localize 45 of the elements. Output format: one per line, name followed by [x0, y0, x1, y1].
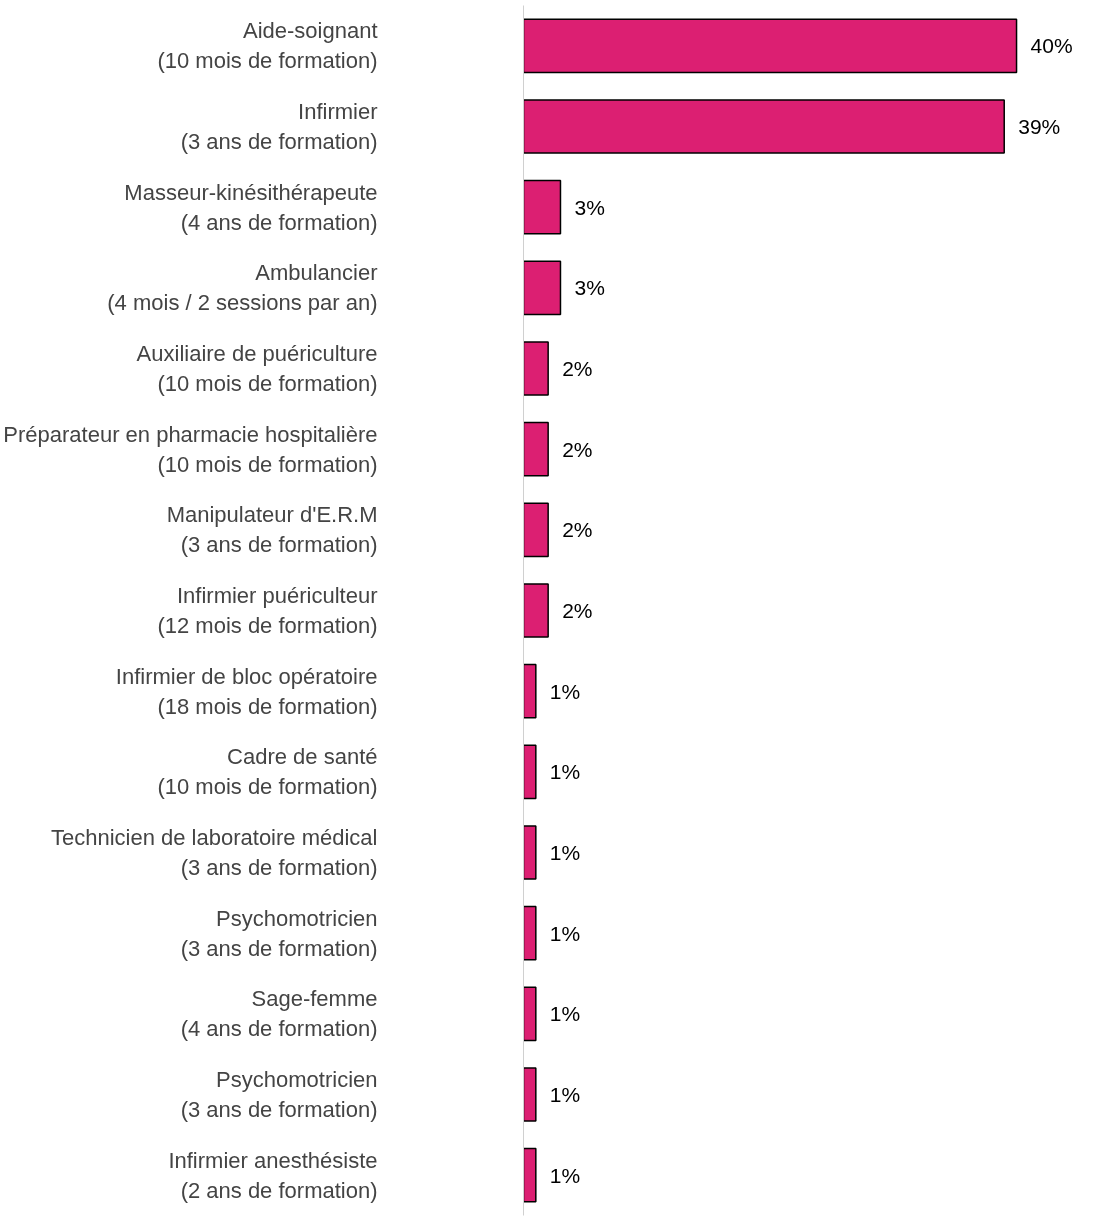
bar	[523, 1147, 537, 1203]
y-tick-label: Infirmier (3 ans de formation)	[180, 99, 378, 154]
bar	[523, 502, 549, 558]
data-label: 1%	[549, 841, 581, 864]
y-tick-label: Infirmier puériculteur (12 mois de formation)	[157, 583, 378, 638]
y-tick-label: Masseur-kinésithérapeute (4 ans de formation)	[124, 179, 378, 235]
bar	[523, 179, 562, 235]
bar	[523, 260, 562, 316]
data-label: 1%	[549, 1002, 581, 1026]
bar	[523, 421, 549, 477]
data-label: 2%	[562, 357, 593, 380]
bar	[523, 663, 537, 719]
y-tick-label: Infirmier de bloc opératoire (18 mois de formation)	[115, 663, 378, 719]
y-tick-label: Aide-soignant (10 mois de formation)	[157, 18, 378, 74]
data-label: 3%	[574, 195, 605, 219]
y-tick-label: Infirmier anesthésiste (2 ans de formation)	[168, 1147, 378, 1203]
data-label: 1%	[549, 760, 581, 784]
data-label: 1%	[549, 1083, 581, 1106]
y-tick-label: Psychomotricien (3 ans de formation)	[180, 1067, 378, 1122]
data-label: 40%	[1030, 34, 1073, 58]
bar	[523, 341, 549, 396]
data-label: 2%	[562, 599, 593, 622]
y-tick-label: Auxiliaire de puériculture (10 mois de formation)	[136, 341, 378, 396]
bar	[523, 986, 537, 1042]
data-label: 1%	[549, 1163, 581, 1187]
data-label: 2%	[562, 437, 593, 461]
y-tick-label: Manipulateur d'E.R.M (3 ans de formation)	[166, 502, 378, 558]
bar	[523, 905, 537, 961]
bar	[523, 99, 1005, 154]
y-tick-label: Préparateur en pharmacie hospitalière (10 mois de formation)	[3, 421, 378, 477]
y-tick-label: Technicien de laboratoire médical (3 ans de formation)	[50, 825, 378, 880]
data-label: 1%	[549, 921, 581, 945]
bar	[523, 744, 537, 800]
y-tick-label: Cadre de santé (10 mois de formation)	[157, 744, 378, 800]
y-tick-label: Psychomotricien (3 ans de formation)	[180, 905, 378, 961]
data-label: 2%	[562, 518, 593, 542]
bar	[523, 1067, 537, 1122]
data-label: 3%	[574, 276, 605, 300]
bar	[523, 18, 1018, 74]
data-label: 39%	[1018, 115, 1061, 138]
bar	[523, 583, 549, 638]
bar	[523, 825, 537, 880]
y-tick-label: Sage-femme (4 ans de formation)	[180, 986, 378, 1042]
y-tick-label: Ambulancier (4 mois / 2 sessions par an)	[107, 260, 378, 316]
data-label: 1%	[549, 679, 581, 703]
